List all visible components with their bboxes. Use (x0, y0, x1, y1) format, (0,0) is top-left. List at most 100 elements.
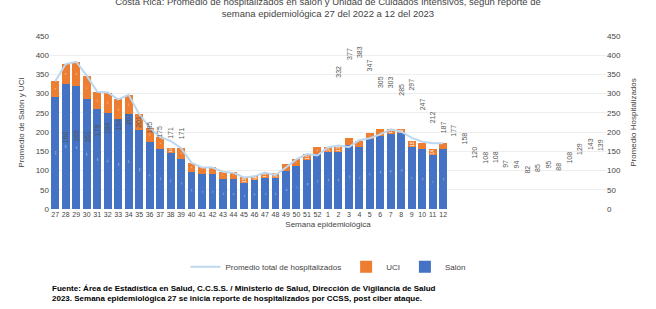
svg-text:12: 12 (168, 148, 173, 153)
svg-text:15: 15 (304, 154, 310, 160)
svg-text:201: 201 (135, 116, 142, 128)
svg-text:17: 17 (348, 141, 349, 142)
svg-text:35: 35 (135, 211, 143, 218)
svg-text:31: 31 (159, 142, 161, 144)
svg-text:77: 77 (232, 193, 234, 195)
svg-text:17: 17 (212, 170, 213, 171)
svg-text:Promedio Hospitalizados: Promedio Hospitalizados (629, 78, 638, 167)
svg-text:200: 200 (36, 128, 50, 137)
svg-text:16: 16 (421, 145, 422, 146)
svg-text:212: 212 (429, 111, 436, 123)
svg-text:49: 49 (282, 211, 290, 218)
svg-text:16: 16 (358, 143, 359, 144)
svg-text:14: 14 (430, 149, 435, 155)
svg-text:Costa Rica: Promedio de hospit: Costa Rica: Promedio de hospitalizados e… (115, 0, 541, 19)
svg-text:67: 67 (243, 195, 245, 197)
svg-text:143: 143 (587, 138, 594, 150)
svg-text:184: 184 (104, 122, 111, 134)
svg-text:42: 42 (209, 211, 217, 218)
svg-text:181: 181 (368, 173, 370, 176)
svg-text:Promedio de Salón y UCI: Promedio de Salón y UCI (17, 77, 26, 167)
svg-text:8: 8 (399, 211, 403, 218)
svg-text:50: 50 (127, 103, 129, 105)
svg-text:2: 2 (336, 211, 340, 218)
svg-text:155: 155 (421, 178, 423, 181)
svg-text:108: 108 (482, 152, 489, 164)
svg-text:0: 0 (607, 205, 612, 214)
svg-text:30: 30 (83, 211, 91, 218)
svg-text:148: 148 (337, 179, 339, 182)
svg-text:15: 15 (409, 141, 415, 147)
svg-text:128: 128 (306, 183, 308, 186)
svg-text:250: 250 (36, 109, 50, 118)
svg-text:7: 7 (389, 211, 393, 218)
svg-text:97: 97 (190, 189, 192, 191)
svg-text:52: 52 (106, 101, 108, 103)
svg-text:14: 14 (273, 173, 278, 179)
svg-text:11: 11 (429, 211, 436, 218)
svg-text:61: 61 (85, 87, 87, 89)
svg-text:160: 160 (62, 131, 69, 143)
svg-text:247: 247 (419, 98, 426, 110)
svg-text:377: 377 (346, 48, 353, 60)
svg-text:120: 120 (471, 147, 478, 159)
svg-text:32: 32 (104, 211, 112, 218)
svg-text:10: 10 (418, 211, 426, 218)
svg-text:45: 45 (240, 211, 248, 218)
svg-text:155: 155 (442, 178, 444, 181)
svg-text:233: 233 (117, 163, 119, 166)
svg-text:Promedio total de hospitalizad: Promedio total de hospitalizados (226, 263, 342, 272)
svg-text:9: 9 (410, 211, 414, 218)
svg-text:251: 251 (106, 159, 108, 162)
svg-text:50: 50 (607, 186, 616, 195)
svg-text:27: 27 (51, 211, 59, 218)
svg-text:146: 146 (169, 179, 171, 182)
svg-text:139: 139 (597, 139, 604, 151)
svg-text:91: 91 (211, 190, 213, 192)
svg-text:29: 29 (72, 211, 80, 218)
svg-text:148: 148 (327, 179, 329, 182)
svg-text:76: 76 (253, 193, 255, 195)
svg-text:48: 48 (272, 211, 280, 218)
svg-text:450: 450 (36, 32, 50, 41)
svg-text:18: 18 (380, 132, 381, 133)
svg-text:300: 300 (36, 89, 50, 98)
svg-text:Fuente: Área de Estadística en: Fuente: Área de Estadística en Salud, C.… (52, 284, 436, 303)
svg-text:179: 179 (94, 125, 101, 137)
svg-text:79: 79 (222, 193, 224, 195)
svg-text:5: 5 (368, 211, 372, 218)
svg-text:51: 51 (303, 211, 311, 218)
svg-text:6: 6 (378, 211, 382, 218)
svg-text:52: 52 (64, 73, 66, 75)
svg-text:383: 383 (356, 46, 363, 58)
svg-text:347: 347 (366, 60, 373, 72)
svg-text:97: 97 (502, 160, 509, 168)
svg-text:99: 99 (285, 189, 287, 191)
svg-text:Salón: Salón (445, 263, 465, 272)
svg-text:300: 300 (607, 89, 621, 98)
svg-text:15: 15 (241, 177, 247, 183)
svg-text:80: 80 (274, 193, 276, 195)
svg-text:325: 325 (64, 145, 66, 148)
svg-text:40: 40 (188, 211, 196, 218)
svg-text:400: 400 (36, 51, 50, 60)
svg-text:3: 3 (347, 211, 351, 218)
svg-text:156: 156 (159, 177, 161, 180)
svg-text:38: 38 (167, 211, 175, 218)
svg-text:37: 37 (156, 211, 164, 218)
svg-text:129: 129 (576, 143, 583, 155)
svg-text:305: 305 (377, 76, 384, 88)
svg-text:27: 27 (180, 152, 182, 154)
svg-text:250: 250 (607, 109, 621, 118)
svg-text:195: 195 (389, 170, 391, 173)
svg-text:52: 52 (117, 108, 119, 110)
svg-text:177: 177 (450, 125, 457, 137)
svg-text:171: 171 (178, 128, 185, 140)
svg-text:38: 38 (148, 134, 150, 136)
svg-text:142: 142 (316, 180, 318, 183)
svg-text:18: 18 (296, 162, 297, 163)
svg-text:350: 350 (36, 70, 50, 79)
svg-text:13: 13 (336, 147, 341, 152)
svg-text:46: 46 (96, 100, 98, 102)
svg-text:285: 285 (398, 84, 405, 96)
